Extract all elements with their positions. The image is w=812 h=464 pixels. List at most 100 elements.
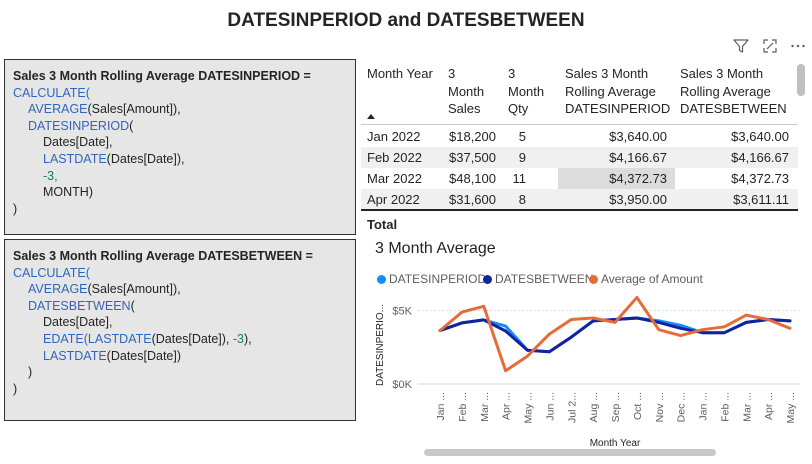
data-point bbox=[504, 370, 507, 372]
cell-sales: $48,100 bbox=[449, 171, 496, 186]
total-row-label: Total bbox=[367, 217, 398, 232]
cell-month: Mar 2022 bbox=[367, 171, 422, 186]
more-options-icon[interactable] bbox=[789, 37, 807, 55]
header-text: Sales bbox=[448, 101, 481, 116]
x-tick-label: Oct ... bbox=[632, 392, 644, 420]
header-text: Qty bbox=[508, 101, 529, 116]
average-args: (Sales[Amount]), bbox=[87, 102, 181, 117]
measure-name: Sales 3 Month Rolling Average DATESINPER… bbox=[13, 69, 311, 83]
cell-highlight bbox=[558, 168, 675, 189]
lastdate-keyword: LASTDATE bbox=[43, 151, 107, 166]
table-row[interactable]: Apr 2022 $31,600 8 $3,950.00 $3,611.11 bbox=[361, 189, 798, 210]
calculate-keyword: CALCULATE( bbox=[13, 265, 90, 280]
data-point bbox=[745, 321, 748, 324]
data-point bbox=[461, 322, 463, 324]
cell-datesbetween: $4,372.73 bbox=[731, 171, 789, 186]
sort-ascending-icon[interactable] bbox=[367, 114, 375, 119]
code-line-average: AVERAGE(Sales[Amount]), bbox=[13, 281, 355, 298]
header-text: Month Year bbox=[367, 66, 433, 81]
total-divider bbox=[361, 209, 798, 211]
x-tick-label: Jan ... bbox=[698, 392, 710, 421]
series-line-datesinperiod bbox=[438, 316, 792, 354]
header-text: 3 bbox=[448, 66, 456, 81]
data-point bbox=[504, 325, 507, 327]
legend-item-average-of-amount[interactable]: Average of Amount bbox=[589, 272, 703, 286]
code-line-dates-arg: Dates[Date], bbox=[43, 135, 113, 150]
header-divider bbox=[361, 124, 798, 125]
table-row[interactable]: Jan 2022 $18,200 5 $3,640.00 $3,640.00 bbox=[361, 126, 798, 147]
column-header-datesbetween[interactable]: Sales 3 Month Rolling Average DATESBETWE… bbox=[680, 65, 787, 118]
series-line-datesbetween bbox=[438, 316, 792, 354]
matrix-table[interactable]: Month Year 3 Month Sales 3 Month Qty Sal… bbox=[361, 60, 805, 238]
measure-datesbetween-card[interactable]: Sales 3 Month Rolling Average DATESBETWE… bbox=[4, 239, 356, 421]
data-point bbox=[592, 320, 594, 322]
measure-name: Sales 3 Month Rolling Average DATESBETWE… bbox=[13, 249, 313, 263]
edate-inner-args: (Dates[Date]), bbox=[151, 331, 233, 346]
x-tick-label: Nov ... bbox=[654, 392, 666, 422]
filter-icon[interactable] bbox=[732, 37, 750, 55]
data-point bbox=[636, 296, 638, 299]
cell-qty: 9 bbox=[518, 150, 526, 165]
legend-label: DATESINPERIOD bbox=[389, 272, 487, 286]
code-line-lastdate: LASTDATE(Dates[Date]), bbox=[13, 151, 355, 168]
data-point bbox=[789, 320, 791, 322]
legend-label: DATESBETWEEN bbox=[495, 272, 594, 286]
cell-datesinperiod: $4,166.67 bbox=[609, 150, 667, 165]
data-point bbox=[461, 311, 463, 313]
lastdate-args: (Dates[Date]) bbox=[106, 348, 182, 363]
x-axis-label: Month Year bbox=[590, 438, 641, 449]
legend-item-datesbetween[interactable]: DATESBETWEEN bbox=[483, 272, 593, 286]
data-point bbox=[701, 331, 704, 334]
edate-offset: -3 bbox=[232, 331, 244, 346]
legend-item-datesinperiod[interactable]: DATESINPERIOD bbox=[377, 272, 486, 286]
header-text: DATESINPERIOD bbox=[565, 101, 671, 116]
header-text: 3 bbox=[508, 66, 516, 81]
data-point bbox=[570, 336, 573, 338]
data-point bbox=[439, 329, 441, 332]
header-text: Month bbox=[448, 83, 485, 99]
data-point bbox=[657, 321, 660, 324]
y-tick-label: $5K bbox=[392, 306, 412, 318]
x-tick-label: Mar ... bbox=[479, 392, 491, 422]
datesinperiod-keyword: DATESINPERIOD bbox=[28, 118, 130, 133]
code-line-close: ) bbox=[13, 201, 18, 216]
table-vertical-scrollbar[interactable] bbox=[797, 64, 805, 96]
column-header-month-sales[interactable]: 3 Month Sales bbox=[448, 65, 484, 118]
data-point bbox=[767, 318, 769, 321]
edate-close: ), bbox=[244, 331, 252, 346]
header-text: Rolling Average bbox=[565, 83, 656, 99]
table-row[interactable]: Mar 2022 $48,100 11 $4,372.73 $4,372.73 bbox=[361, 168, 798, 189]
data-point bbox=[767, 318, 769, 321]
code-line-lastdate: LASTDATE(Dates[Date]) bbox=[13, 348, 355, 365]
column-header-month-year[interactable]: Month Year bbox=[367, 65, 433, 83]
y-axis-label: DATESINPERIO... bbox=[375, 304, 386, 386]
data-point bbox=[723, 331, 726, 334]
chart-horizontal-scrollbar[interactable] bbox=[424, 449, 716, 456]
page-title: DATESINPERIOD and DATESBETWEEN bbox=[227, 10, 585, 31]
data-point bbox=[614, 318, 616, 321]
data-point bbox=[482, 305, 485, 308]
focus-mode-icon[interactable] bbox=[761, 37, 779, 55]
code-line-close-inner: ) bbox=[28, 365, 33, 380]
lastdate-keyword: LASTDATE bbox=[43, 348, 107, 363]
data-point bbox=[548, 333, 551, 335]
table-row[interactable]: Feb 2022 $37,500 9 $4,166.67 $4,166.67 bbox=[361, 147, 798, 168]
x-tick-label: Aug ... bbox=[588, 392, 600, 422]
legend-dot bbox=[589, 274, 598, 284]
x-tick-label: Sep ... bbox=[610, 392, 622, 422]
code-line-edate: EDATE(LASTDATE(Dates[Date]), -3), bbox=[13, 331, 355, 348]
cell-datesbetween: $4,166.67 bbox=[731, 150, 789, 165]
column-header-month-qty[interactable]: 3 Month Qty bbox=[508, 65, 544, 118]
x-tick-label: Feb ... bbox=[719, 392, 731, 422]
measure-datesinperiod-card[interactable]: Sales 3 Month Rolling Average DATESINPER… bbox=[4, 59, 356, 235]
data-point bbox=[526, 349, 529, 352]
data-point bbox=[789, 320, 791, 322]
x-tick-label: Jan ... bbox=[435, 392, 447, 421]
data-point bbox=[548, 350, 551, 353]
lastdate-args: (Dates[Date]), bbox=[106, 151, 185, 166]
column-header-datesinperiod[interactable]: Sales 3 Month Rolling Average DATESINPER… bbox=[565, 65, 670, 118]
x-tick-label: Dec ... bbox=[676, 392, 688, 422]
header-text: Rolling Average bbox=[680, 83, 771, 99]
cell-datesinperiod: $3,950.00 bbox=[609, 192, 667, 207]
cell-month: Feb 2022 bbox=[367, 150, 422, 165]
